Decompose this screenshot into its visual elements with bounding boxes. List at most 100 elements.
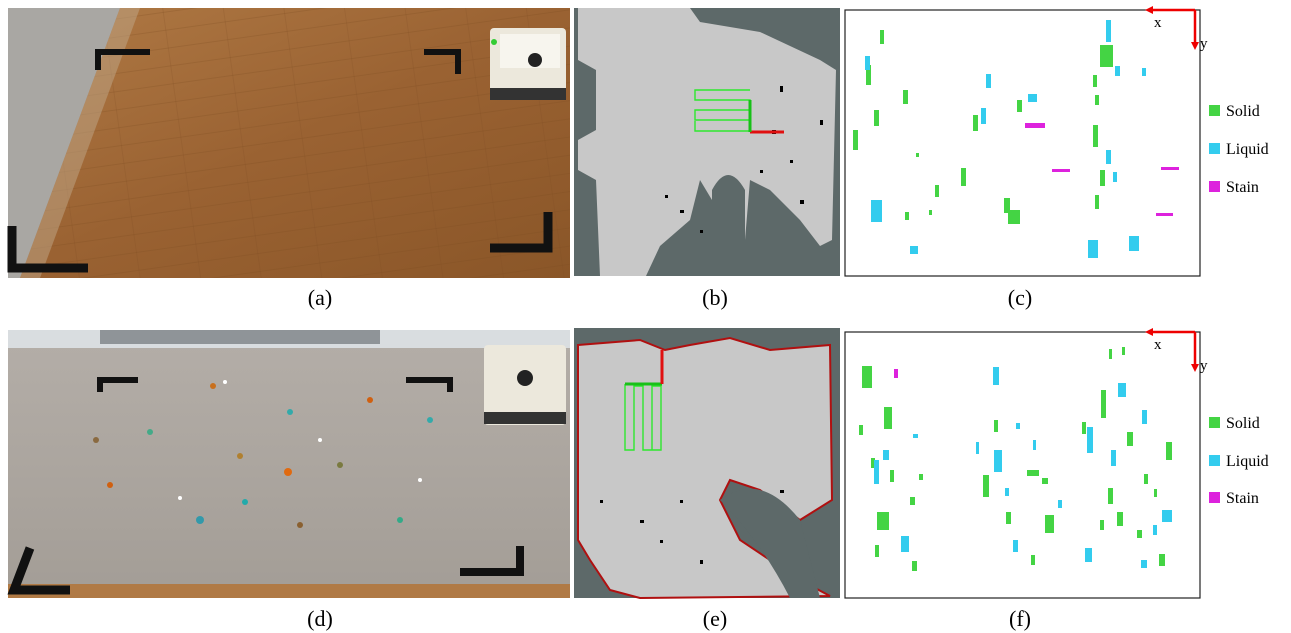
debris-marker xyxy=(1042,478,1048,484)
debris-marker xyxy=(1093,75,1097,87)
debris-marker xyxy=(1005,488,1009,496)
debris-marker xyxy=(874,110,879,126)
debris-marker xyxy=(986,74,991,88)
debris-marker xyxy=(976,442,979,454)
map-b xyxy=(574,8,840,276)
debris-marker xyxy=(871,200,882,222)
debris-marker xyxy=(1106,150,1111,164)
legend-label: Solid xyxy=(1226,103,1260,120)
debris-marker xyxy=(1153,525,1157,535)
debris-marker xyxy=(1100,45,1113,67)
x-axis-label: x xyxy=(1154,337,1162,353)
debris-marker xyxy=(1058,500,1062,508)
debris-marker xyxy=(929,210,932,215)
debris-marker xyxy=(919,474,923,480)
debris-marker xyxy=(1085,548,1092,562)
panel-label: (d) xyxy=(307,606,333,631)
debris-marker xyxy=(993,367,999,385)
debris-marker xyxy=(1025,123,1045,128)
debris-marker xyxy=(1031,555,1035,565)
legend-label: Liquid xyxy=(1226,141,1269,158)
debris-marker xyxy=(1117,512,1123,526)
debris-marker xyxy=(1154,489,1157,497)
debris-marker xyxy=(865,56,870,70)
debris-marker xyxy=(862,366,872,388)
y-axis-label: y xyxy=(1200,36,1208,52)
panel-label: (e) xyxy=(703,606,727,631)
debris-marker xyxy=(1006,512,1011,524)
debris-marker xyxy=(910,497,915,505)
debris-marker xyxy=(983,475,989,497)
debris-marker xyxy=(1144,474,1148,484)
debris-marker xyxy=(859,425,863,435)
photo-d xyxy=(8,330,570,598)
debris-marker xyxy=(1142,410,1147,424)
figure: x y Solid Liquid Stain xyxy=(0,0,1291,633)
debris-marker xyxy=(1095,195,1099,209)
debris-marker xyxy=(890,470,894,482)
map-e xyxy=(574,328,840,598)
debris-marker xyxy=(1017,100,1022,112)
legend-label: Liquid xyxy=(1226,453,1269,470)
debris-marker xyxy=(1108,488,1113,504)
debris-marker xyxy=(1137,530,1142,538)
panel-label: (a) xyxy=(308,285,332,310)
debris-marker xyxy=(1129,236,1139,251)
debris-marker xyxy=(973,115,978,131)
debris-marker xyxy=(961,168,966,186)
debris-marker xyxy=(1122,347,1125,355)
debris-marker xyxy=(1100,520,1104,530)
debris-marker xyxy=(905,212,909,220)
debris-marker xyxy=(1159,554,1165,566)
debris-marker xyxy=(1142,68,1146,76)
panel-label: (b) xyxy=(702,285,728,310)
debris-marker xyxy=(875,545,879,557)
debris-marker xyxy=(1106,20,1111,42)
debris-marker xyxy=(910,246,918,254)
debris-marker xyxy=(894,369,898,378)
debris-marker xyxy=(1162,510,1172,522)
debris-marker xyxy=(1027,470,1039,476)
debris-marker xyxy=(1095,95,1099,105)
debris-marker xyxy=(1141,560,1147,568)
debris-marker xyxy=(913,434,918,438)
debris-marker xyxy=(1013,540,1018,552)
debris-marker xyxy=(1045,515,1054,533)
debris-marker xyxy=(1016,423,1020,429)
debris-marker xyxy=(1028,94,1037,102)
x-axis-label: x xyxy=(1154,15,1162,31)
debris-marker xyxy=(874,460,879,484)
debris-marker xyxy=(1101,390,1106,418)
debris-marker xyxy=(1093,125,1098,147)
debris-marker xyxy=(912,561,917,571)
debris-marker xyxy=(1161,167,1179,170)
debris-marker xyxy=(853,130,858,150)
debris-marker xyxy=(1052,169,1070,172)
y-axis-label: y xyxy=(1200,358,1208,374)
panel-label: (f) xyxy=(1009,606,1031,631)
debris-marker xyxy=(877,512,889,530)
debris-marker xyxy=(880,30,884,44)
debris-marker xyxy=(1127,432,1133,446)
debris-marker xyxy=(1109,349,1112,359)
debris-marker xyxy=(1111,450,1116,466)
debris-marker xyxy=(1008,210,1020,224)
detection-plot-f: x y Solid Liquid Stain xyxy=(845,328,1269,598)
debris-marker xyxy=(1100,170,1105,186)
panel-label: (c) xyxy=(1008,285,1032,310)
debris-marker xyxy=(994,450,1002,472)
debris-marker xyxy=(1033,440,1036,450)
debris-marker xyxy=(901,536,909,552)
debris-marker xyxy=(1156,213,1173,216)
debris-marker xyxy=(1087,427,1093,453)
debris-marker xyxy=(1166,442,1172,460)
debris-marker xyxy=(884,407,892,429)
photo-a xyxy=(8,8,570,278)
detection-plot-c: x y Solid Liquid Stain xyxy=(845,6,1269,276)
debris-marker xyxy=(1118,383,1126,397)
debris-marker xyxy=(1088,240,1098,258)
debris-marker xyxy=(903,90,908,104)
legend-label: Stain xyxy=(1226,490,1259,507)
legend-label: Solid xyxy=(1226,415,1260,432)
debris-marker xyxy=(935,185,939,197)
